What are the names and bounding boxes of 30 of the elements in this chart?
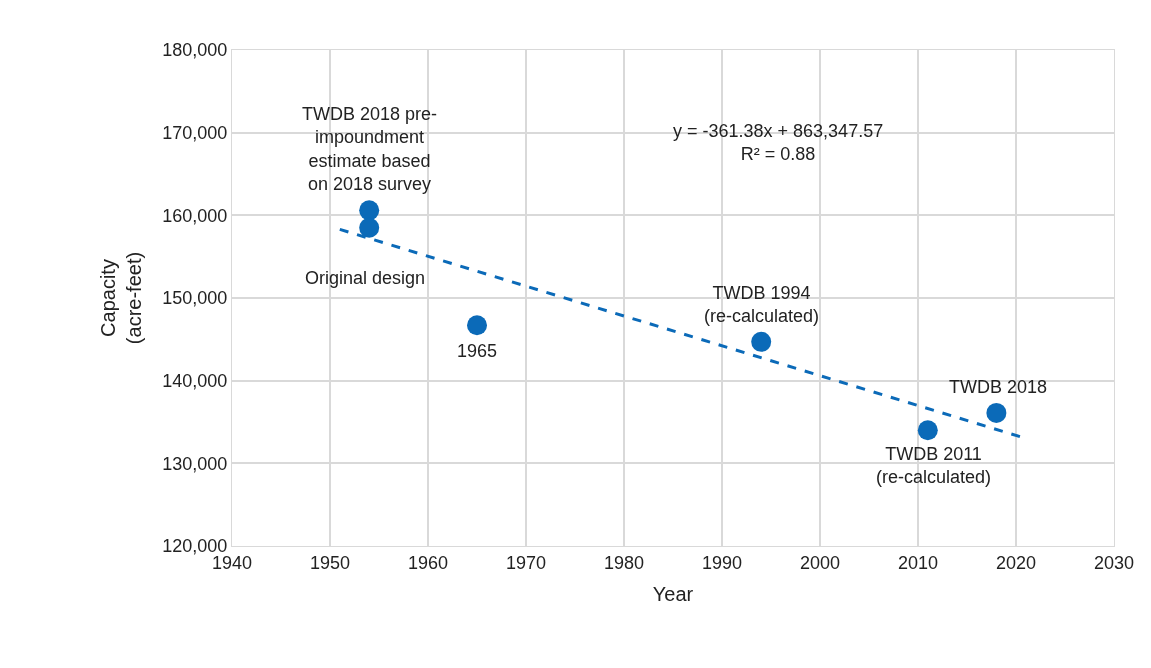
point	[986, 402, 1007, 423]
point	[751, 331, 772, 352]
x-tick-label: 1970	[505, 552, 547, 573]
point	[467, 315, 487, 336]
y-tick-label: 170,000	[162, 122, 228, 143]
x-tick-label: 1950	[309, 552, 351, 573]
annotation: TWDB 2018 pre- impoundment estimate based on 2018 survey	[302, 104, 438, 195]
y-tick-label: 180,000	[162, 40, 228, 61]
x-axis-title: Year	[652, 583, 694, 606]
point	[917, 420, 938, 441]
annotation: TWDB 1994 (re-calculated)	[704, 283, 820, 327]
point	[359, 200, 380, 221]
x-tick-label: 2030	[1093, 552, 1135, 573]
annotation: 1965	[457, 341, 498, 361]
x-tick-label: 1990	[701, 552, 743, 573]
y-axis-title: Capacity (acre-feet)	[96, 251, 145, 345]
y-tick-label: 160,000	[162, 205, 228, 226]
y-tick-label: 130,000	[162, 453, 228, 474]
x-tick-label: 2000	[799, 552, 841, 573]
x-tick-label: 2020	[995, 552, 1037, 573]
x-tick-label: 2010	[897, 552, 939, 573]
y-tick-label: 150,000	[162, 288, 228, 309]
y-tick-label: 140,000	[162, 370, 228, 391]
annotation: Original design	[305, 268, 426, 288]
x-tick-label: 1980	[603, 552, 645, 573]
x-tick-label: 1960	[407, 552, 449, 573]
point	[359, 217, 380, 238]
annotation: y = -361.38x + 863,347.57 R² = 0.88	[673, 121, 884, 165]
annotation: TWDB 2011 (re-calculated)	[876, 444, 992, 488]
annotation: TWDB 2018	[949, 377, 1048, 397]
